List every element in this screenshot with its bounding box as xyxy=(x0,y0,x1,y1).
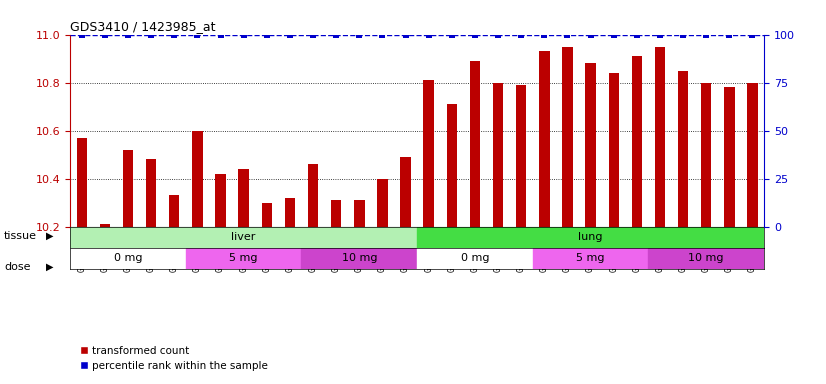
Bar xyxy=(239,169,249,227)
Bar xyxy=(533,248,648,269)
Text: 10 mg: 10 mg xyxy=(689,253,724,263)
Text: 5 mg: 5 mg xyxy=(230,253,258,263)
Bar xyxy=(417,248,533,269)
Text: tissue: tissue xyxy=(4,231,37,241)
Bar xyxy=(331,200,341,227)
Bar xyxy=(77,138,87,227)
Bar xyxy=(586,63,596,227)
Bar xyxy=(70,227,417,248)
Bar xyxy=(70,248,186,269)
Bar xyxy=(285,198,295,227)
Bar xyxy=(701,83,711,227)
Bar xyxy=(417,227,764,248)
Text: 10 mg: 10 mg xyxy=(342,253,377,263)
Bar xyxy=(493,83,503,227)
Bar xyxy=(377,179,387,227)
Text: liver: liver xyxy=(231,232,256,242)
Text: GDS3410 / 1423985_at: GDS3410 / 1423985_at xyxy=(70,20,216,33)
Legend: transformed count, percentile rank within the sample: transformed count, percentile rank withi… xyxy=(75,341,272,375)
Bar xyxy=(169,195,179,227)
Bar xyxy=(655,46,665,227)
Bar xyxy=(563,46,572,227)
Text: ▶: ▶ xyxy=(45,262,54,272)
Bar xyxy=(262,202,272,227)
Bar xyxy=(401,157,411,227)
Bar xyxy=(447,104,457,227)
Text: 5 mg: 5 mg xyxy=(577,253,605,263)
Bar xyxy=(632,56,642,227)
Text: 0 mg: 0 mg xyxy=(114,253,142,263)
Text: dose: dose xyxy=(4,262,31,272)
Bar xyxy=(354,200,364,227)
Bar xyxy=(186,248,301,269)
Bar xyxy=(192,131,202,227)
Bar xyxy=(470,61,480,227)
Bar xyxy=(424,80,434,227)
Bar xyxy=(724,88,734,227)
Bar xyxy=(748,83,757,227)
Bar xyxy=(648,248,764,269)
Bar xyxy=(100,224,110,227)
Text: ▶: ▶ xyxy=(45,231,54,241)
Text: 0 mg: 0 mg xyxy=(461,253,489,263)
Bar xyxy=(516,85,526,227)
Bar xyxy=(308,164,318,227)
Bar xyxy=(146,159,156,227)
Bar xyxy=(216,174,225,227)
Bar xyxy=(301,248,417,269)
Text: lung: lung xyxy=(578,232,603,242)
Bar xyxy=(678,71,688,227)
Bar xyxy=(123,150,133,227)
Bar xyxy=(539,51,549,227)
Bar xyxy=(609,73,619,227)
